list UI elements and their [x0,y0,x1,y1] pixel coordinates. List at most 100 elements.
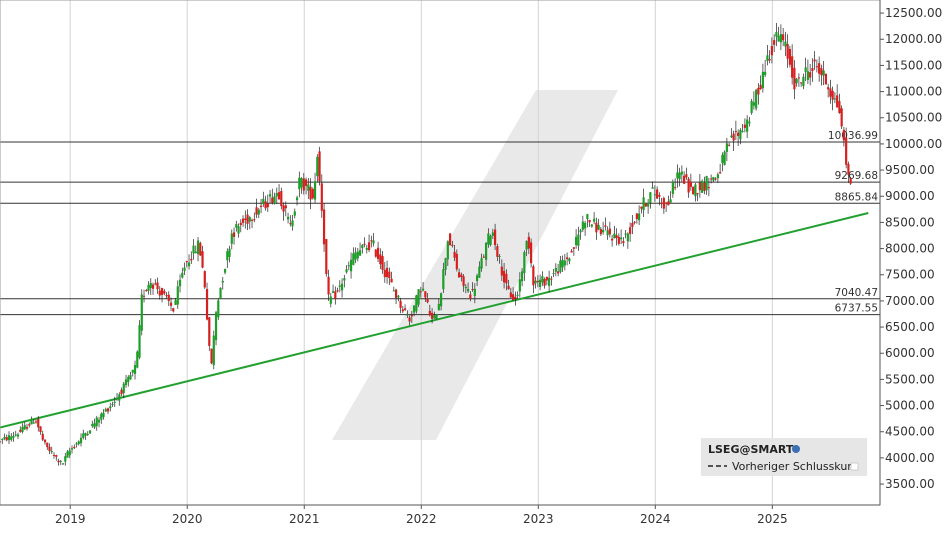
candle-body [388,271,391,279]
info-icon[interactable] [792,445,800,453]
candle-body [804,67,807,72]
candle-body [602,229,605,233]
candle-body [334,291,337,299]
candle-body [827,87,830,90]
x-tick-label-2023: 2023 [523,512,554,526]
candle-body [34,421,38,423]
candle-body [100,413,103,420]
candle-body [694,184,697,197]
candle-body [588,219,591,223]
candle-body [818,63,821,74]
candle-body [174,300,177,305]
candle-body [820,68,823,76]
x-tick-label-2019: 2019 [55,512,86,526]
candle-body [649,192,652,203]
candle-body [322,209,326,245]
candle-body [658,194,661,197]
candle-body [142,295,146,297]
candle-body [829,88,832,97]
candle-body [647,202,650,207]
candle-body [163,290,166,294]
candle-body [147,284,150,291]
candle-body [797,77,800,79]
candle-body [0,441,2,443]
candle-body [752,102,755,106]
candle-body [28,424,31,426]
candle-body [77,441,80,445]
candle-body [1,439,4,441]
candle-body [415,295,418,312]
candle-body [671,182,674,194]
candle-body [68,450,71,456]
candle-body [696,193,699,195]
candle-body [847,163,850,175]
candle-body [437,303,440,311]
candle-body [311,188,314,199]
y-tick-label-4500: 4500.00 [885,425,935,439]
candle-body [543,279,546,286]
candle-body [653,194,656,196]
candle-body [538,279,542,287]
candle-body [266,203,269,208]
candle-body [622,241,625,244]
candle-body [12,436,15,438]
candle-body [678,172,681,180]
candle-body [687,178,690,193]
y-tick-label-11000: 11000.00 [885,85,942,99]
candle-body [451,244,454,246]
candle-body [208,317,211,346]
candle-body [570,250,573,253]
candle-body [250,219,254,221]
candle-body [239,222,242,226]
candle-body [169,302,173,306]
candle-body [676,172,679,179]
candle-body [581,221,584,230]
candle-body [55,455,58,457]
candle-body [84,433,87,436]
candle-body [136,351,139,368]
candle-body [345,269,348,273]
legend-source: LSEG@SMART [708,443,794,456]
candle-body [104,409,107,412]
candle-body [298,177,301,190]
candle-body [511,294,515,300]
legend-checkbox[interactable] [850,462,859,471]
candle-body [88,430,92,434]
candle-body [525,240,528,250]
candle-body [545,276,548,281]
candle-body [491,232,494,237]
candle-body [430,312,434,319]
candle-body [669,199,672,203]
y-tick-label-7000: 7000.00 [885,294,935,308]
candle-body [46,442,49,448]
candle-body [156,282,159,290]
candle-body [541,276,544,283]
candle-body [775,31,778,37]
candle-body [782,34,785,41]
candle-body [480,258,483,269]
candle-body [719,172,722,174]
candle-body [32,422,35,424]
candle-body [739,129,742,140]
candle-body [831,90,834,100]
candle-body [410,315,413,317]
candle-body [23,425,26,430]
candle-body [7,435,11,441]
candle-body [421,288,425,291]
candle-body [550,278,553,280]
y-tick-label-8500: 8500.00 [885,215,935,229]
candle-body [604,225,607,227]
candle-body [502,270,506,283]
candle-body [500,266,503,276]
candle-body [230,233,233,244]
candle-body [559,260,562,272]
candle-body [48,446,51,452]
candle-body [642,197,645,211]
candle-body [509,292,512,298]
candle-body [446,241,449,260]
candle-body [30,418,33,425]
candle-body [385,267,389,278]
candle-body [419,291,422,293]
candle-body [768,59,771,61]
y-tick-label-12500: 12500.00 [885,6,942,20]
